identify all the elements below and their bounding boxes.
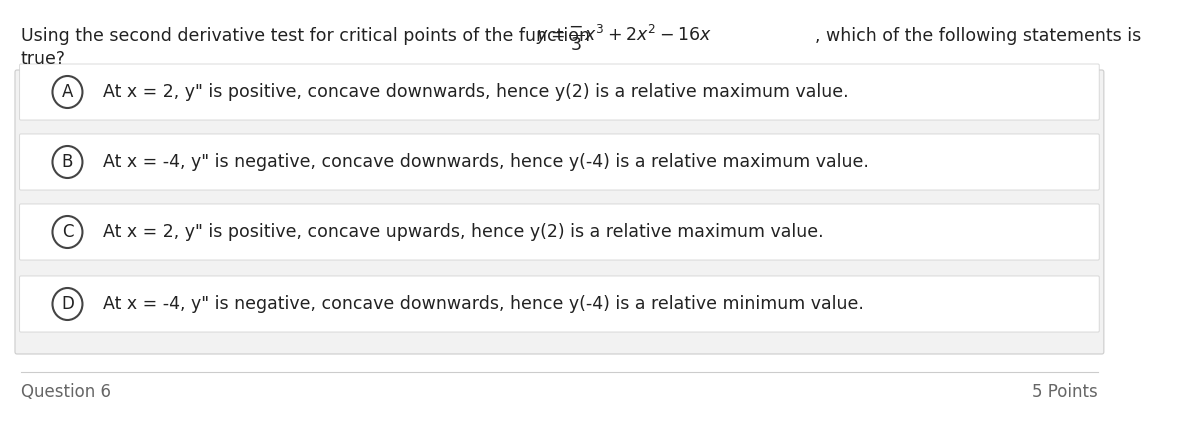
Text: At x = -4, y" is negative, concave downwards, hence y(-4) is a relative maximum : At x = -4, y" is negative, concave downw… <box>103 153 869 171</box>
Text: Using the second derivative test for critical points of the function: Using the second derivative test for cri… <box>20 27 595 45</box>
Text: $y = \dfrac{-}{3}x^3 + 2x^2 - 16x$: $y = \dfrac{-}{3}x^3 + 2x^2 - 16x$ <box>536 22 712 53</box>
Circle shape <box>53 146 82 178</box>
FancyBboxPatch shape <box>19 204 1100 260</box>
FancyBboxPatch shape <box>19 134 1100 190</box>
Circle shape <box>53 216 82 248</box>
Text: At x = -4, y" is negative, concave downwards, hence y(-4) is a relative minimum : At x = -4, y" is negative, concave downw… <box>103 295 864 313</box>
Text: true?: true? <box>20 50 66 68</box>
Text: , which of the following statements is: , which of the following statements is <box>816 27 1141 45</box>
Text: At x = 2, y" is positive, concave downwards, hence y(2) is a relative maximum va: At x = 2, y" is positive, concave downwa… <box>103 83 849 101</box>
Text: D: D <box>61 295 74 313</box>
Text: B: B <box>62 153 73 171</box>
FancyBboxPatch shape <box>16 70 1104 354</box>
Text: 5 Points: 5 Points <box>1033 383 1098 401</box>
Text: A: A <box>62 83 73 101</box>
Circle shape <box>53 288 82 320</box>
Text: Question 6: Question 6 <box>20 383 111 401</box>
FancyBboxPatch shape <box>19 64 1100 120</box>
FancyBboxPatch shape <box>19 276 1100 332</box>
Text: C: C <box>62 223 73 241</box>
Text: At x = 2, y" is positive, concave upwards, hence y(2) is a relative maximum valu: At x = 2, y" is positive, concave upward… <box>103 223 824 241</box>
Circle shape <box>53 76 82 108</box>
